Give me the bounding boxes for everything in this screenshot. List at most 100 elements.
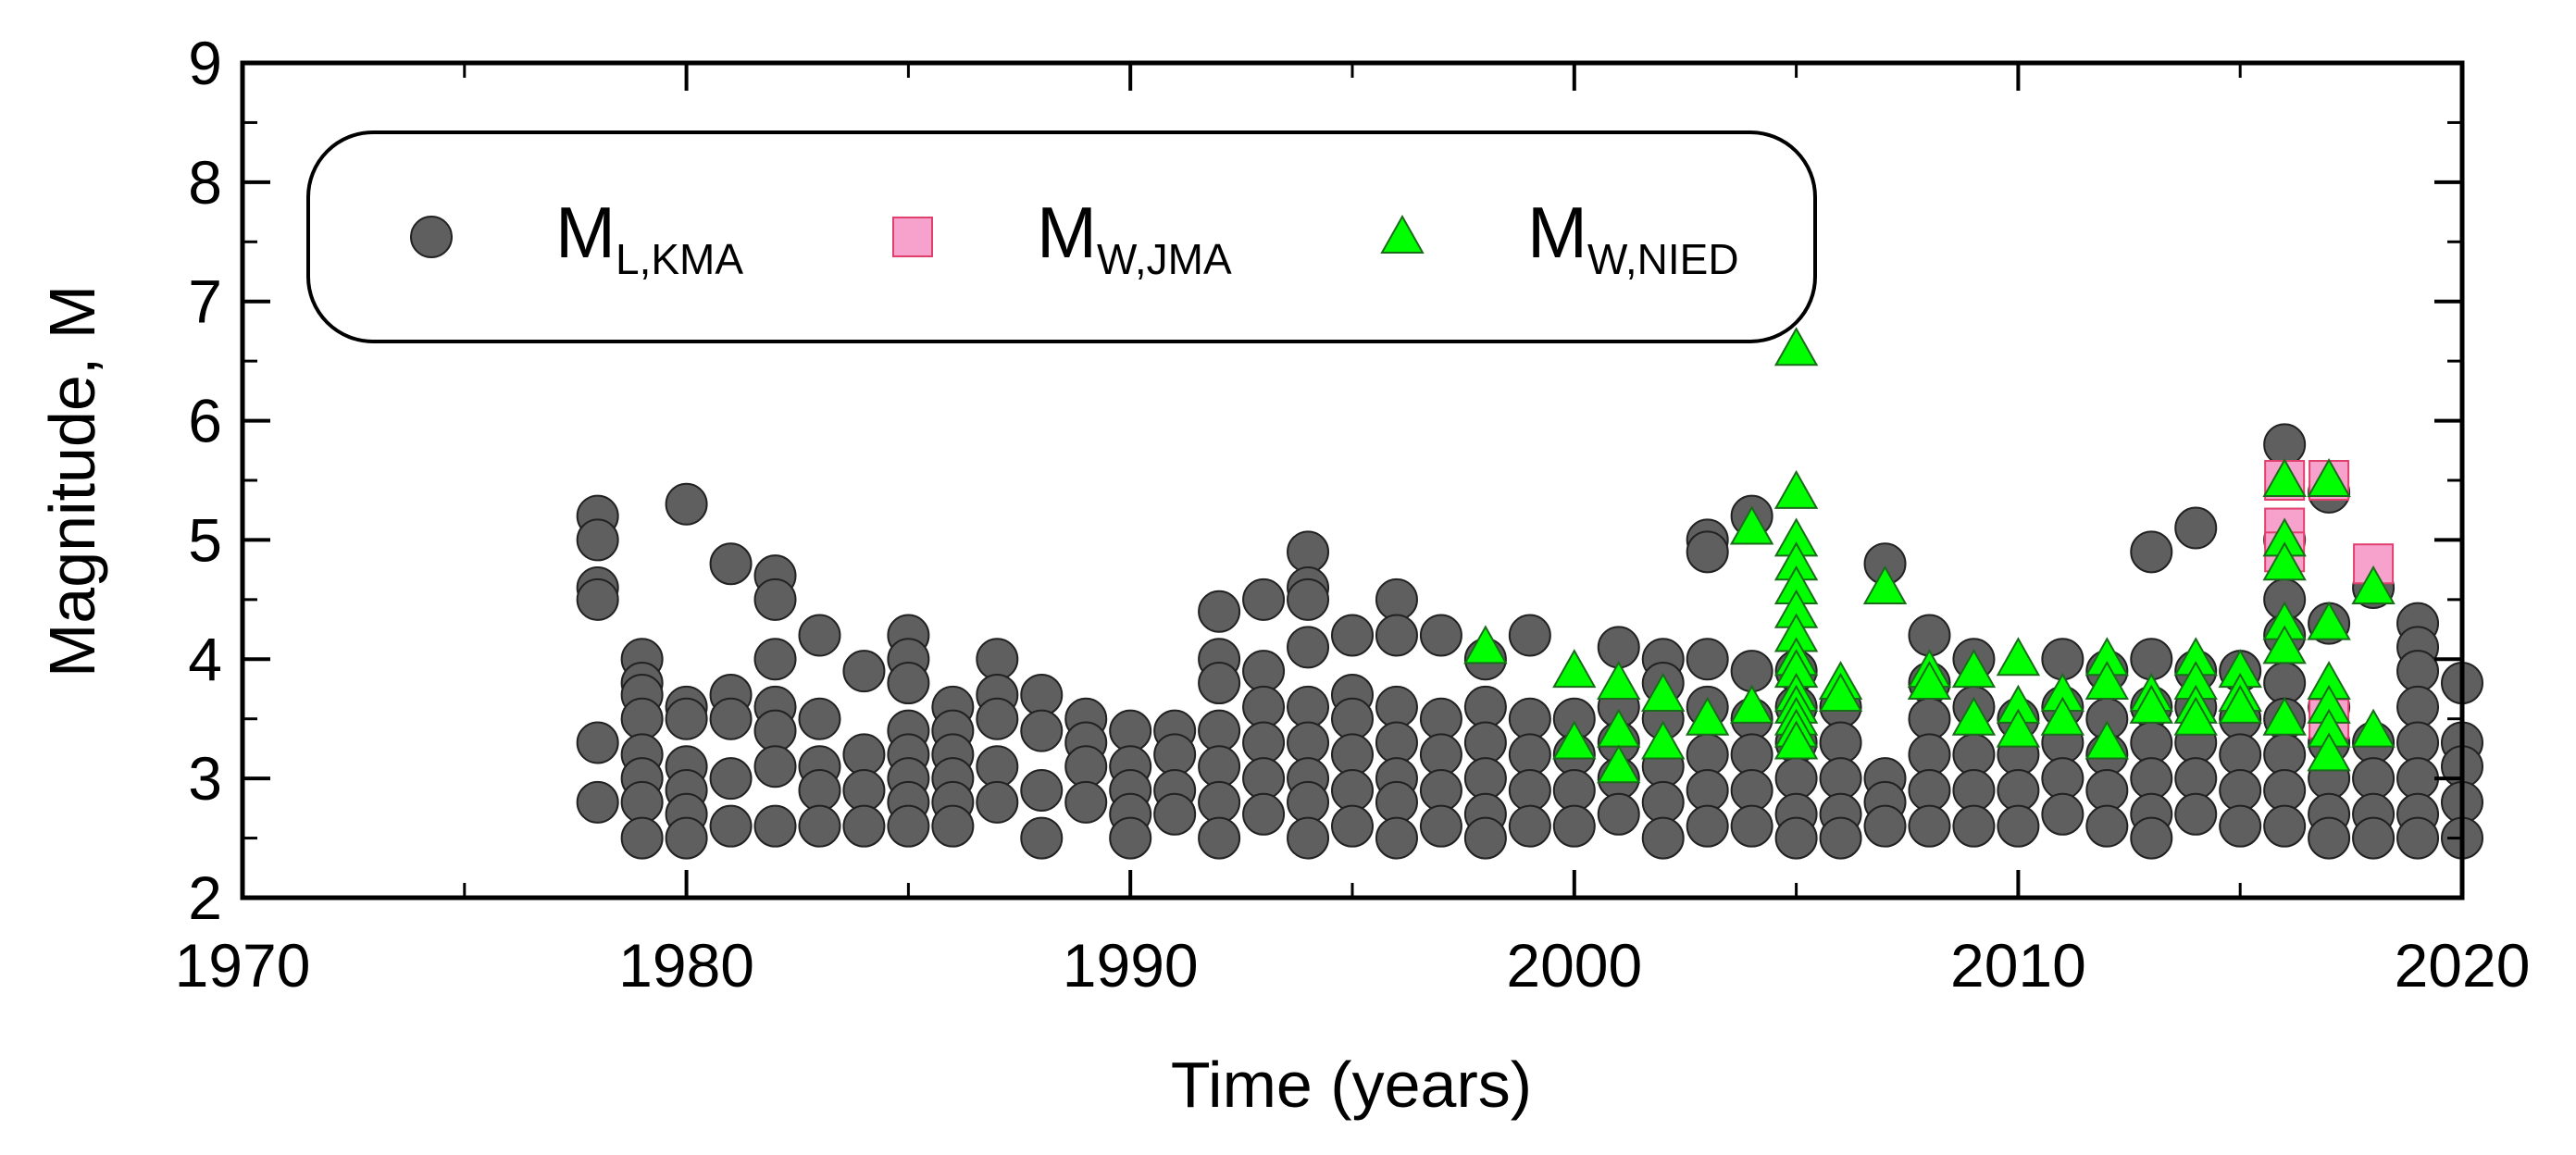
point-ml-kma [620,780,664,824]
point-ml-kma [1597,792,1640,836]
point-ml-kma [1375,685,1418,728]
point-mw-nied [1773,327,1819,366]
point-ml-kma [1730,733,1773,776]
point-ml-kma [887,804,930,848]
point-mw-nied [1685,696,1730,736]
legend-entry-mw-nied: MW,NIED [1527,192,1739,283]
point-ml-kma [1287,685,1330,728]
point-ml-kma [1508,614,1551,657]
point-mw-nied [1463,625,1508,664]
point-ml-kma [1242,757,1286,801]
x-axis-title: Time (years) [1171,1049,1532,1121]
point-mw-nied [1996,637,2041,677]
point-mw-nied [2307,601,2351,640]
point-ml-kma [1997,804,2040,848]
point-mw-nied [2040,696,2085,736]
point-ml-kma [1109,816,1152,860]
point-ml-kma [753,804,797,848]
point-ml-kma [2130,721,2173,764]
point-ml-kma [1952,804,1996,848]
point-ml-kma [1552,804,1596,848]
point-ml-kma [1153,792,1197,836]
point-ml-kma [2130,530,2173,574]
point-ml-kma [798,614,841,657]
point-ml-kma [2263,769,2307,813]
point-ml-kma [665,697,708,740]
point-ml-kma [1508,733,1551,776]
point-ml-kma [1287,780,1330,824]
y-tick-label: 4 [188,625,222,693]
point-ml-kma [1375,614,1418,657]
point-ml-kma [1463,721,1507,764]
point-mw-nied [2262,696,2307,736]
point-ml-kma [931,804,975,848]
point-ml-kma [1686,530,1729,574]
point-ml-kma [1287,721,1330,764]
point-ml-kma [576,578,619,621]
point-ml-kma [1020,816,1064,860]
point-ml-kma [2396,757,2440,801]
point-ml-kma [2219,804,2262,848]
point-ml-kma [1242,721,1286,764]
point-ml-kma [1242,650,1286,693]
point-ml-kma [2352,757,2396,801]
y-tick-label: 2 [188,863,222,932]
point-mw-nied [2307,732,2351,772]
point-mw-nied [2262,457,2307,497]
y-tick-label: 3 [188,744,222,813]
x-tick-label: 2020 [2395,931,2531,1000]
point-ml-kma [842,733,886,776]
point-ml-kma [2396,721,2440,764]
point-ml-kma [1863,804,1907,848]
point-ml-kma [1375,578,1418,621]
point-ml-kma [1020,709,1064,752]
point-mw-nied [1729,684,1774,724]
point-mw-nied [2262,625,2307,664]
point-ml-kma [1198,709,1241,752]
point-ml-kma [1952,733,1996,776]
point-ml-kma [1419,697,1462,740]
point-mw-nied [1597,744,1641,784]
point-ml-kma [1287,578,1330,621]
point-ml-kma [1242,578,1286,621]
x-tick-label: 2000 [1506,931,1642,1000]
point-ml-kma [1331,614,1374,657]
y-tick-label: 9 [188,29,222,97]
point-ml-kma [2041,792,2084,836]
point-ml-kma [576,780,619,824]
point-ml-kma [620,816,664,860]
point-mw-nied [2084,720,2130,760]
point-ml-kma [1419,804,1462,848]
point-ml-kma [1419,614,1462,657]
point-ml-kma [1552,769,1596,813]
x-tick-label: 1970 [175,931,311,1000]
point-mw-nied [1773,469,1819,509]
x-tick-label: 1980 [618,931,754,1000]
point-ml-kma [798,804,841,848]
point-ml-kma [576,518,619,562]
point-ml-kma [2174,792,2218,836]
point-ml-kma [1908,733,1951,776]
point-mw-nied [2084,661,2130,701]
point-ml-kma [1331,733,1374,776]
legend-marker-triangle [1380,214,1425,254]
point-ml-kma [2219,769,2262,813]
point-mw-nied [2129,684,2173,724]
point-mw-nied [1641,720,1686,760]
point-mw-nied [1818,672,1863,712]
y-axis-title: Magnitude, M [36,285,108,677]
legend-box [306,130,1817,343]
point-ml-kma [1375,816,1418,860]
point-ml-kma [887,662,930,705]
point-ml-kma [1287,530,1330,574]
point-ml-kma [1508,697,1551,740]
x-tick-label: 2010 [1950,931,2086,1000]
point-ml-kma [1908,769,1951,813]
point-ml-kma [1463,816,1507,860]
point-ml-kma [1287,816,1330,860]
point-mw-nied [2218,684,2262,724]
point-mw-nied [1552,649,1597,689]
point-ml-kma [1819,816,1862,860]
point-ml-kma [709,542,753,586]
